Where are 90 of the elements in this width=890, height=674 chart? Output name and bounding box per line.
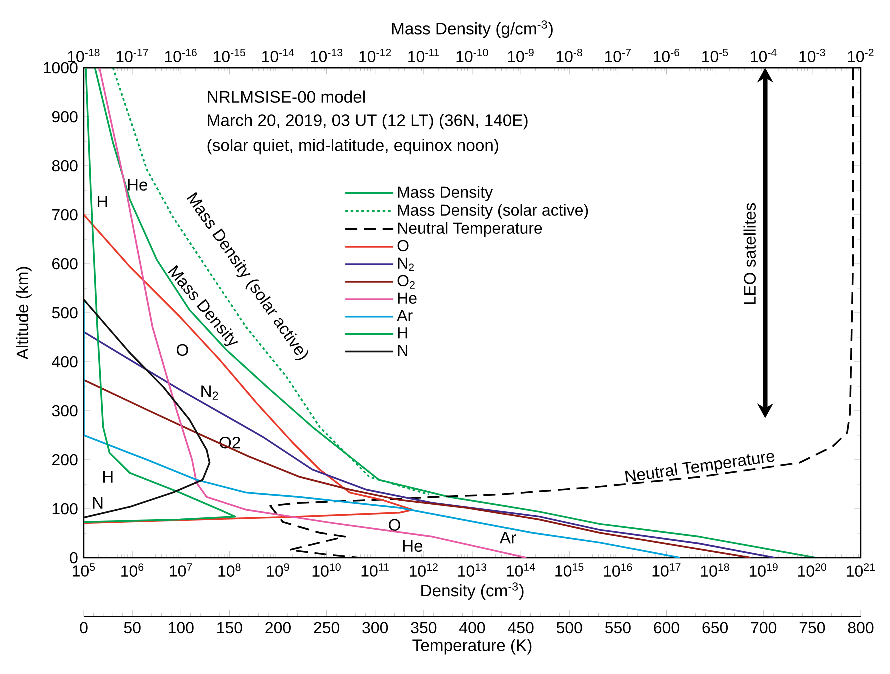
annotation: H bbox=[98, 196, 108, 208]
annotation: O bbox=[176, 344, 188, 356]
x-axis-title: Temperature (K) bbox=[412, 639, 532, 655]
x-tick-label: 10$^{-17}$ bbox=[116, 49, 148, 62]
x-tick-label: 10$^{-18}$ bbox=[68, 48, 100, 62]
annotation: N$_{2}$ bbox=[202, 386, 218, 400]
annotation: LEO satellites bbox=[744, 203, 756, 304]
y-tick-label: 100 bbox=[52, 503, 78, 515]
x-tick-label: 600 bbox=[654, 622, 680, 634]
x-tick-label: 10$^{21}$ bbox=[847, 564, 875, 577]
annotation: March 20, 2019, 03 UT (12 LT) (36N, 140E) bbox=[208, 114, 528, 130]
text: Ar bbox=[397, 310, 413, 322]
x-tick-label: 10$^{18}$ bbox=[701, 564, 730, 577]
annotation: He bbox=[128, 179, 148, 191]
x-tick-label: 200 bbox=[266, 622, 291, 634]
x-tick-label: 450 bbox=[508, 622, 534, 634]
text: H bbox=[398, 328, 408, 339]
x-tick-label: 10$^{-7}$ bbox=[605, 49, 631, 62]
x-tick-label: 10$^{-4}$ bbox=[751, 49, 777, 62]
y-tick-label: 800 bbox=[52, 160, 78, 172]
x-tick-label: 10$^{-16}$ bbox=[165, 48, 197, 62]
x-tick-label: 10$^{10}$ bbox=[312, 564, 341, 577]
x-tick-label: 10$^{-6}$ bbox=[654, 48, 680, 62]
y-tick-label: 0 bbox=[70, 552, 78, 564]
x-tick-label: 0 bbox=[80, 622, 88, 634]
x-tick-label: 10$^{14}$ bbox=[507, 564, 536, 577]
x-tick-label: 10$^{-5}$ bbox=[702, 49, 728, 62]
x-tick-label: 10$^{6}$ bbox=[122, 564, 144, 577]
text: He bbox=[398, 292, 417, 304]
y-axis-title: Altitude (km) bbox=[16, 267, 32, 360]
x-tick-label: 10$^{-2}$ bbox=[848, 48, 874, 62]
x-tick-label: 50 bbox=[124, 622, 141, 634]
x-tick-label: 10$^{20}$ bbox=[798, 564, 827, 577]
x-tick-label: 10$^{13}$ bbox=[458, 564, 487, 577]
x-tick-label: 10$^{-8}$ bbox=[556, 48, 582, 62]
x-tick-label: 10$^{7}$ bbox=[170, 564, 192, 577]
x-tick-label: 700 bbox=[751, 622, 777, 634]
y-tick-label: 200 bbox=[52, 454, 78, 466]
y-tick-label: 600 bbox=[52, 258, 78, 270]
x-tick-label: 10$^{15}$ bbox=[556, 564, 584, 577]
x-tick-label: 10$^{-13}$ bbox=[311, 48, 343, 62]
text: N bbox=[398, 345, 408, 356]
x-tick-label: 10$^{-3}$ bbox=[800, 48, 826, 62]
x-tick-label: 100 bbox=[168, 622, 194, 634]
annotation: Neutral Temperature bbox=[625, 453, 775, 482]
annotation: (solar quiet, mid-latitude, equinox noon) bbox=[208, 139, 498, 155]
x-tick-label: 550 bbox=[605, 622, 631, 634]
text: N$_{2}$ bbox=[398, 258, 414, 272]
x-tick-label: 150 bbox=[218, 622, 242, 634]
x-tick-label: 10$^{-10}$ bbox=[456, 48, 488, 62]
x-tick-label: 250 bbox=[314, 622, 340, 634]
x-tick-label: 10$^{19}$ bbox=[750, 564, 778, 577]
x-tick-label: 300 bbox=[362, 622, 388, 634]
x-tick-label: 500 bbox=[556, 622, 582, 634]
x-tick-label: 10$^{8}$ bbox=[218, 564, 241, 577]
x-tick-label: 10$^{-15}$ bbox=[214, 49, 246, 62]
x-tick-label: 10$^{17}$ bbox=[652, 564, 681, 577]
x-tick-label: 10$^{12}$ bbox=[410, 564, 438, 577]
x-axis-title: Mass Density (g/cm$^{-3}$) bbox=[392, 20, 553, 38]
x-tick-label: 350 bbox=[411, 622, 437, 634]
annotation: N bbox=[93, 497, 103, 509]
x-tick-label: 10$^{11}$ bbox=[362, 564, 389, 577]
y-tick-label: 900 bbox=[52, 111, 78, 123]
annotation: O bbox=[389, 519, 400, 532]
annotation: NRLMSISE-00 model bbox=[208, 90, 365, 104]
annotation: H bbox=[103, 471, 113, 483]
x-tick-label: 10$^{16}$ bbox=[604, 564, 632, 577]
y-tick-label: 500 bbox=[52, 307, 78, 319]
x-axis-title: Density (cm$^{-3}$) bbox=[422, 582, 524, 600]
x-tick-label: 400 bbox=[460, 622, 486, 634]
x-tick-label: 650 bbox=[702, 622, 728, 634]
text: O$_{2}$ bbox=[398, 275, 415, 289]
y-tick-label: 400 bbox=[52, 356, 78, 368]
x-tick-label: 10$^{9}$ bbox=[267, 564, 290, 577]
x-tick-label: 750 bbox=[800, 622, 826, 634]
text: O bbox=[398, 240, 409, 252]
y-tick-label: 300 bbox=[52, 405, 78, 417]
annotation: He bbox=[403, 540, 423, 552]
x-tick-label: 10$^{-14}$ bbox=[262, 49, 294, 62]
legend-label: Mass Density (solar active) bbox=[398, 204, 588, 220]
x-tick-label: 10$^{-11}$ bbox=[408, 49, 440, 62]
x-tick-label: 10$^{-12}$ bbox=[360, 48, 392, 62]
x-tick-label: 10$^{-9}$ bbox=[508, 48, 534, 62]
y-tick-label: 700 bbox=[52, 209, 78, 221]
legend-label: Mass Density bbox=[398, 186, 494, 202]
y-tick-label: 1000 bbox=[44, 62, 78, 74]
text: Neutral Temperature bbox=[398, 222, 542, 238]
x-tick-label: 800 bbox=[848, 622, 874, 634]
annotation: Ar bbox=[500, 532, 516, 544]
x-tick-label: 10$^{5}$ bbox=[73, 564, 96, 577]
